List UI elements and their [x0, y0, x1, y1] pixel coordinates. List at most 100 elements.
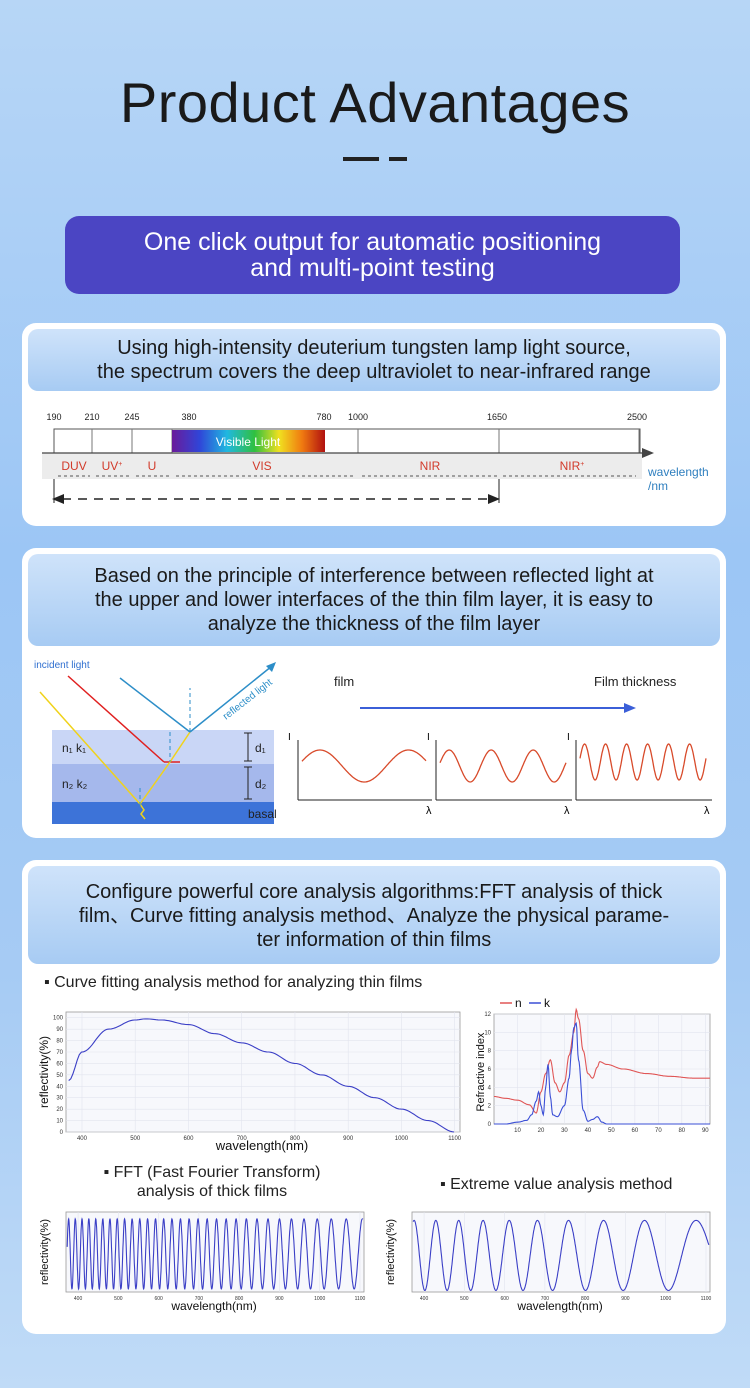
incident-ray-blue: [119, 677, 191, 733]
tick-label-780: 780: [316, 412, 331, 422]
band-nir-plus: NIR+: [560, 459, 585, 473]
tick-label-1650: 1650: [487, 412, 507, 422]
curve-fit-series: [68, 1018, 455, 1133]
legend-n-label: n: [515, 996, 522, 1010]
extreme-y-label: reflectivity(%): [385, 1219, 397, 1285]
x-tick-label: 900: [275, 1296, 284, 1302]
fft-title-line-2: analysis of thick films: [136, 1183, 288, 1200]
x-tick-label: 400: [74, 1296, 83, 1302]
y-tick-label: 70: [56, 1050, 63, 1056]
extreme-value-chart: 400 500 600 700 800 900 1000 1100 wavelength(nm)…: [385, 1211, 712, 1313]
axis-label-unit: /nm: [648, 479, 668, 493]
x-tick-label: 500: [130, 1136, 141, 1142]
fft-title: ▪ FFT (Fast Fourier Transform) analysis …: [62, 1163, 362, 1201]
y-tick-label: 80: [56, 1039, 63, 1045]
band-vis: VIS: [252, 459, 271, 473]
analysis-heading-line-1: Configure powerful core analysis algorit…: [85, 881, 663, 903]
x-tick-label: 700: [195, 1296, 204, 1302]
d2-label: d₂: [255, 777, 267, 791]
analysis-charts: 400 500 600 700 800 900 1000 110001020304050607…: [37, 996, 712, 1313]
wavelength-axis-arrow: [642, 448, 654, 458]
y-tick-label: 12: [484, 1012, 491, 1018]
basal-layer: [52, 802, 274, 824]
x-tick-label: 700: [237, 1136, 248, 1142]
spectrum-diagram: 190 210 245 380 780 1000 1650 2500 Visib…: [42, 412, 709, 504]
film-layer-2: [52, 764, 274, 802]
x-tick-label: 600: [154, 1296, 163, 1302]
feature-banner: One click output for automatic positioni…: [65, 216, 680, 294]
visible-light-label: Visible Light: [216, 435, 281, 449]
refractive-series-k: [494, 1022, 710, 1125]
layer-2-label: n₂ k₂: [62, 777, 88, 791]
extreme-x-label: wavelength(nm): [516, 1299, 602, 1313]
x-tick-label: 10: [514, 1128, 521, 1134]
x-tick-label: 600: [500, 1296, 509, 1302]
axis-label-wavelength: wavelength: [647, 465, 709, 479]
fft-y-label: reflectivity(%): [39, 1219, 51, 1285]
x-tick-label: 80: [678, 1128, 685, 1134]
x-tick-label: 800: [290, 1136, 301, 1142]
extreme-value-title: ▪ Extreme value analysis method: [440, 1176, 673, 1193]
plot-1-y-label: I: [288, 732, 291, 743]
y-tick-label: 50: [56, 1073, 63, 1079]
curve-fit-chart: 400 500 600 700 800 900 1000 1100 0 10 20 30 40 50 60 7…: [37, 1011, 462, 1153]
plot-area: [65, 1011, 461, 1133]
incident-ray-yellow: [39, 691, 141, 805]
banner-line-2: and multi-point testing: [250, 254, 495, 282]
refractive-index-chart: 10 20 30 40 50 60 70 80 90 0 2 4 6 8 10 12 n k Refractive …: [475, 996, 711, 1134]
incident-ray-red: [67, 675, 165, 763]
band-duv: DUV: [61, 459, 86, 473]
band-nir: NIR: [420, 459, 441, 473]
x-tick-label: 70: [655, 1128, 662, 1134]
y-tick-label: 4: [488, 1085, 492, 1091]
x-tick-label: 20: [538, 1128, 545, 1134]
x-tick-label: 600: [183, 1136, 194, 1142]
interference-curve-1: [301, 749, 427, 783]
analysis-heading-line-2: film、Curve fitting analysis method、Analy…: [78, 905, 670, 927]
refractive-y-label: Refractive index: [475, 1032, 487, 1111]
curve-fit-y-label: reflectivity(%): [37, 1036, 51, 1108]
tick-label-190: 190: [46, 412, 61, 422]
y-tick-label: 20: [56, 1107, 63, 1113]
interference-heading: Based on the principle of interference b…: [28, 554, 720, 646]
x-tick-label: 900: [621, 1296, 630, 1302]
x-tick-label: 500: [460, 1296, 469, 1302]
film-thickness-label: Film thickness: [594, 674, 677, 689]
curve-fit-x-label: wavelength(nm): [215, 1138, 309, 1153]
interference-card: Based on the principle of interference b…: [22, 548, 726, 838]
plot-2-y-label: I: [427, 732, 430, 743]
interference-heading-line-3: analyze the thickness of the film layer: [207, 613, 541, 635]
y-tick-label: 30: [56, 1096, 63, 1102]
y-tick-label: 10: [484, 1030, 491, 1036]
interference-curve-2: [439, 749, 567, 783]
tick-label-380: 380: [181, 412, 196, 422]
spectrum-heading-line-2: the spectrum covers the deep ultraviolet…: [97, 361, 651, 383]
analysis-heading: Configure powerful core analysis algorit…: [28, 866, 720, 964]
x-tick-label: 1000: [395, 1136, 409, 1142]
plot-2-x-label: λ: [564, 805, 570, 817]
interference-diagram: n₁ k₁ n₂ k₂ d₁ d₂ basal incident light r…: [34, 660, 712, 824]
y-tick-label: 2: [488, 1104, 492, 1110]
fft-series: [66, 1217, 364, 1291]
analysis-heading-line-3: ter information of thin films: [256, 929, 492, 951]
interference-heading-line-1: Based on the principle of interference b…: [94, 565, 654, 587]
fft-title-line-1: ▪ FFT (Fast Fourier Transform): [103, 1164, 321, 1181]
spectrum-heading: Using high-intensity deuterium tungsten …: [28, 329, 720, 391]
x-tick-label: 50: [608, 1128, 615, 1134]
banner-line-1: One click output for automatic positioni…: [143, 228, 602, 256]
interference-curve-3: [579, 743, 707, 781]
y-tick-label: 0: [60, 1130, 64, 1136]
interference-plot-2: [435, 740, 572, 801]
legend-k-label: k: [544, 996, 551, 1010]
layer-1-label: n₁ k₁: [62, 741, 86, 755]
film-label: film: [334, 674, 354, 689]
x-tick-label: 800: [235, 1296, 244, 1302]
plot-1-x-label: λ: [426, 805, 432, 817]
band-u: U: [148, 459, 157, 473]
tick-label-1000: 1000: [348, 412, 368, 422]
y-tick-label: 100: [53, 1016, 64, 1022]
x-tick-label: 700: [541, 1296, 550, 1302]
y-tick-label: 10: [56, 1119, 63, 1125]
analysis-card: Configure powerful core analysis algorit…: [22, 860, 726, 1334]
x-tick-label: 40: [585, 1128, 592, 1134]
